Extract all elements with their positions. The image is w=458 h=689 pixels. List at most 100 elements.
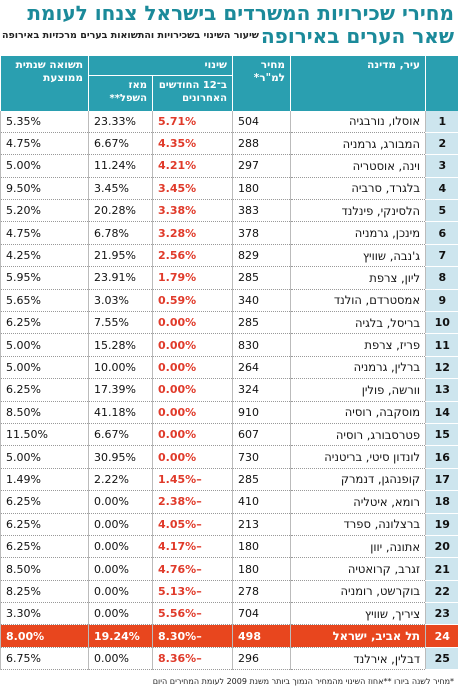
price: 830 bbox=[232, 333, 291, 357]
yield: 5.00% bbox=[0, 333, 89, 357]
yield: 6.25% bbox=[0, 535, 89, 559]
yield: 3.30% bbox=[0, 602, 89, 626]
since-low: 0.00% bbox=[87, 647, 153, 671]
city: בוקרשט, רומניה bbox=[290, 580, 426, 604]
column-header: מחיר למ"ר* bbox=[232, 56, 291, 111]
change-12m: 0.00% bbox=[152, 378, 233, 402]
rank: 4 bbox=[425, 177, 458, 201]
since-low: 20.28% bbox=[87, 199, 153, 223]
since-low: 41.18% bbox=[87, 401, 153, 424]
table-row: 11 פריז, צרפת 830 0.00% 15.28% 5.00% bbox=[0, 333, 458, 357]
change-12m: 3.28% bbox=[152, 221, 233, 245]
rent-table: עיר, מדינה מחיר למ"ר* שינוי תשואה שנתית … bbox=[0, 56, 458, 671]
price: 910 bbox=[232, 401, 291, 424]
price: 383 bbox=[232, 199, 291, 223]
city: בריסל, בלגיה bbox=[290, 311, 426, 335]
rank: 21 bbox=[425, 557, 458, 581]
city: קופנהגן, דנמרק bbox=[290, 468, 426, 492]
price: 264 bbox=[232, 356, 291, 380]
city: לונדון סיטי, בריטניה bbox=[290, 445, 426, 469]
city: מוסקבה, רוסיה bbox=[290, 401, 426, 424]
rank: 18 bbox=[425, 490, 458, 514]
city: פטרסבורג, רוסיה bbox=[290, 423, 426, 447]
price: 340 bbox=[232, 289, 291, 313]
city: אמסטרדם, הולנד bbox=[290, 289, 426, 313]
table-row: 25 דבלין, אירלנד 296 –8.36% 0.00% 6.75% bbox=[0, 647, 458, 671]
table-row: 6 מינכן, גרמניה 378 3.28% 6.78% 4.75% bbox=[0, 221, 458, 245]
rank: 3 bbox=[425, 154, 458, 178]
city: מינכן, גרמניה bbox=[290, 221, 426, 245]
table-row: 17 קופנהגן, דנמרק 285 –1.45% 2.22% 1.49% bbox=[0, 468, 458, 492]
column-header: תשואה שנתית ממוצעת bbox=[0, 56, 89, 111]
yield: 11.50% bbox=[0, 423, 89, 447]
yield: 6.25% bbox=[0, 378, 89, 402]
since-low: 0.00% bbox=[87, 557, 153, 581]
city: וורשה, פולין bbox=[290, 378, 426, 402]
since-low: 3.45% bbox=[87, 177, 153, 201]
yield: 9.50% bbox=[0, 177, 89, 201]
since-low: 6.67% bbox=[87, 423, 153, 447]
price: 285 bbox=[232, 266, 291, 290]
change-12m: 3.45% bbox=[152, 177, 233, 201]
rank: 24 bbox=[425, 624, 458, 648]
rank: 22 bbox=[425, 580, 458, 604]
since-low: 0.00% bbox=[87, 602, 153, 626]
since-low: 21.95% bbox=[87, 244, 153, 268]
yield: 6.25% bbox=[0, 490, 89, 514]
change-12m: 4.35% bbox=[152, 132, 233, 156]
yield: 5.00% bbox=[0, 356, 89, 380]
header-row: ב־12 החודשים האחרונים מאז השפל** bbox=[1, 75, 458, 111]
change-12m: 0.00% bbox=[152, 356, 233, 380]
yield: 5.65% bbox=[0, 289, 89, 313]
since-low: 6.78% bbox=[87, 221, 153, 245]
price: 730 bbox=[232, 445, 291, 469]
since-low: 3.03% bbox=[87, 289, 153, 313]
rank: 6 bbox=[425, 221, 458, 245]
rank: 1 bbox=[425, 110, 458, 133]
change-12m: –8.36% bbox=[152, 647, 233, 671]
city: ברצלונה, ספרד bbox=[290, 513, 426, 536]
since-low: 17.39% bbox=[87, 378, 153, 402]
rank: 20 bbox=[425, 535, 458, 559]
yield: 5.95% bbox=[0, 266, 89, 290]
table-row: 7 ג'נבה, שוויץ 829 2.56% 21.95% 4.25% bbox=[0, 244, 458, 268]
table-row: 21 זגרב, קרואטיה 180 –4.76% 0.00% 8.50% bbox=[0, 557, 458, 581]
city: זגרב, קרואטיה bbox=[290, 557, 426, 581]
city: אתונה, יוון bbox=[290, 535, 426, 559]
price: 285 bbox=[232, 311, 291, 335]
city: וינה, אוסטריה bbox=[290, 154, 426, 178]
table-row: 13 וורשה, פולין 324 0.00% 17.39% 6.25% bbox=[0, 378, 458, 402]
table-row: 23 ציריך, שוויץ 704 –5.56% 0.00% 3.30% bbox=[0, 602, 458, 626]
rank: 13 bbox=[425, 378, 458, 402]
change-12m: 5.71% bbox=[152, 110, 233, 133]
table-row: 24 תל אביב, ישראל 498 –8.30% 19.24% 8.00% bbox=[0, 624, 458, 648]
table-row: 3 וינה, אוסטריה 297 4.21% 11.24% 5.00% bbox=[0, 154, 458, 178]
price: 324 bbox=[232, 378, 291, 402]
rank: 23 bbox=[425, 602, 458, 626]
yield: 1.49% bbox=[0, 468, 89, 492]
yield: 4.75% bbox=[0, 221, 89, 245]
price: 278 bbox=[232, 580, 291, 604]
title: מחירי שכירויות המשרדים בישראל צנחו לעומת… bbox=[27, 1, 454, 48]
yield: 5.00% bbox=[0, 445, 89, 469]
change-12m: –1.45% bbox=[152, 468, 233, 492]
rank: 9 bbox=[425, 289, 458, 313]
city: פריז, צרפת bbox=[290, 333, 426, 357]
price: 704 bbox=[232, 602, 291, 626]
table-head: עיר, מדינה מחיר למ"ר* שינוי תשואה שנתית … bbox=[0, 56, 458, 111]
since-low: 0.00% bbox=[87, 490, 153, 514]
since-low: 0.00% bbox=[87, 513, 153, 536]
city: ברלין, גרמניה bbox=[290, 356, 426, 380]
table-body: 1 אוסלו, נורבגיה 504 5.71% 23.33% 5.35% 2 המבור… bbox=[0, 110, 458, 671]
price: 829 bbox=[232, 244, 291, 268]
price: 296 bbox=[232, 647, 291, 671]
rank: 16 bbox=[425, 445, 458, 469]
column-header: מאז השפל** bbox=[87, 75, 153, 111]
price: 213 bbox=[232, 513, 291, 536]
yield: 8.00% bbox=[0, 624, 89, 648]
num-header bbox=[425, 56, 458, 111]
footnote: *מחיר לשנה ביורו **אחוז השינוי מהמחיר הנ… bbox=[152, 677, 454, 686]
since-low: 7.55% bbox=[87, 311, 153, 335]
table-row: 1 אוסלו, נורבגיה 504 5.71% 23.33% 5.35% bbox=[0, 110, 458, 133]
